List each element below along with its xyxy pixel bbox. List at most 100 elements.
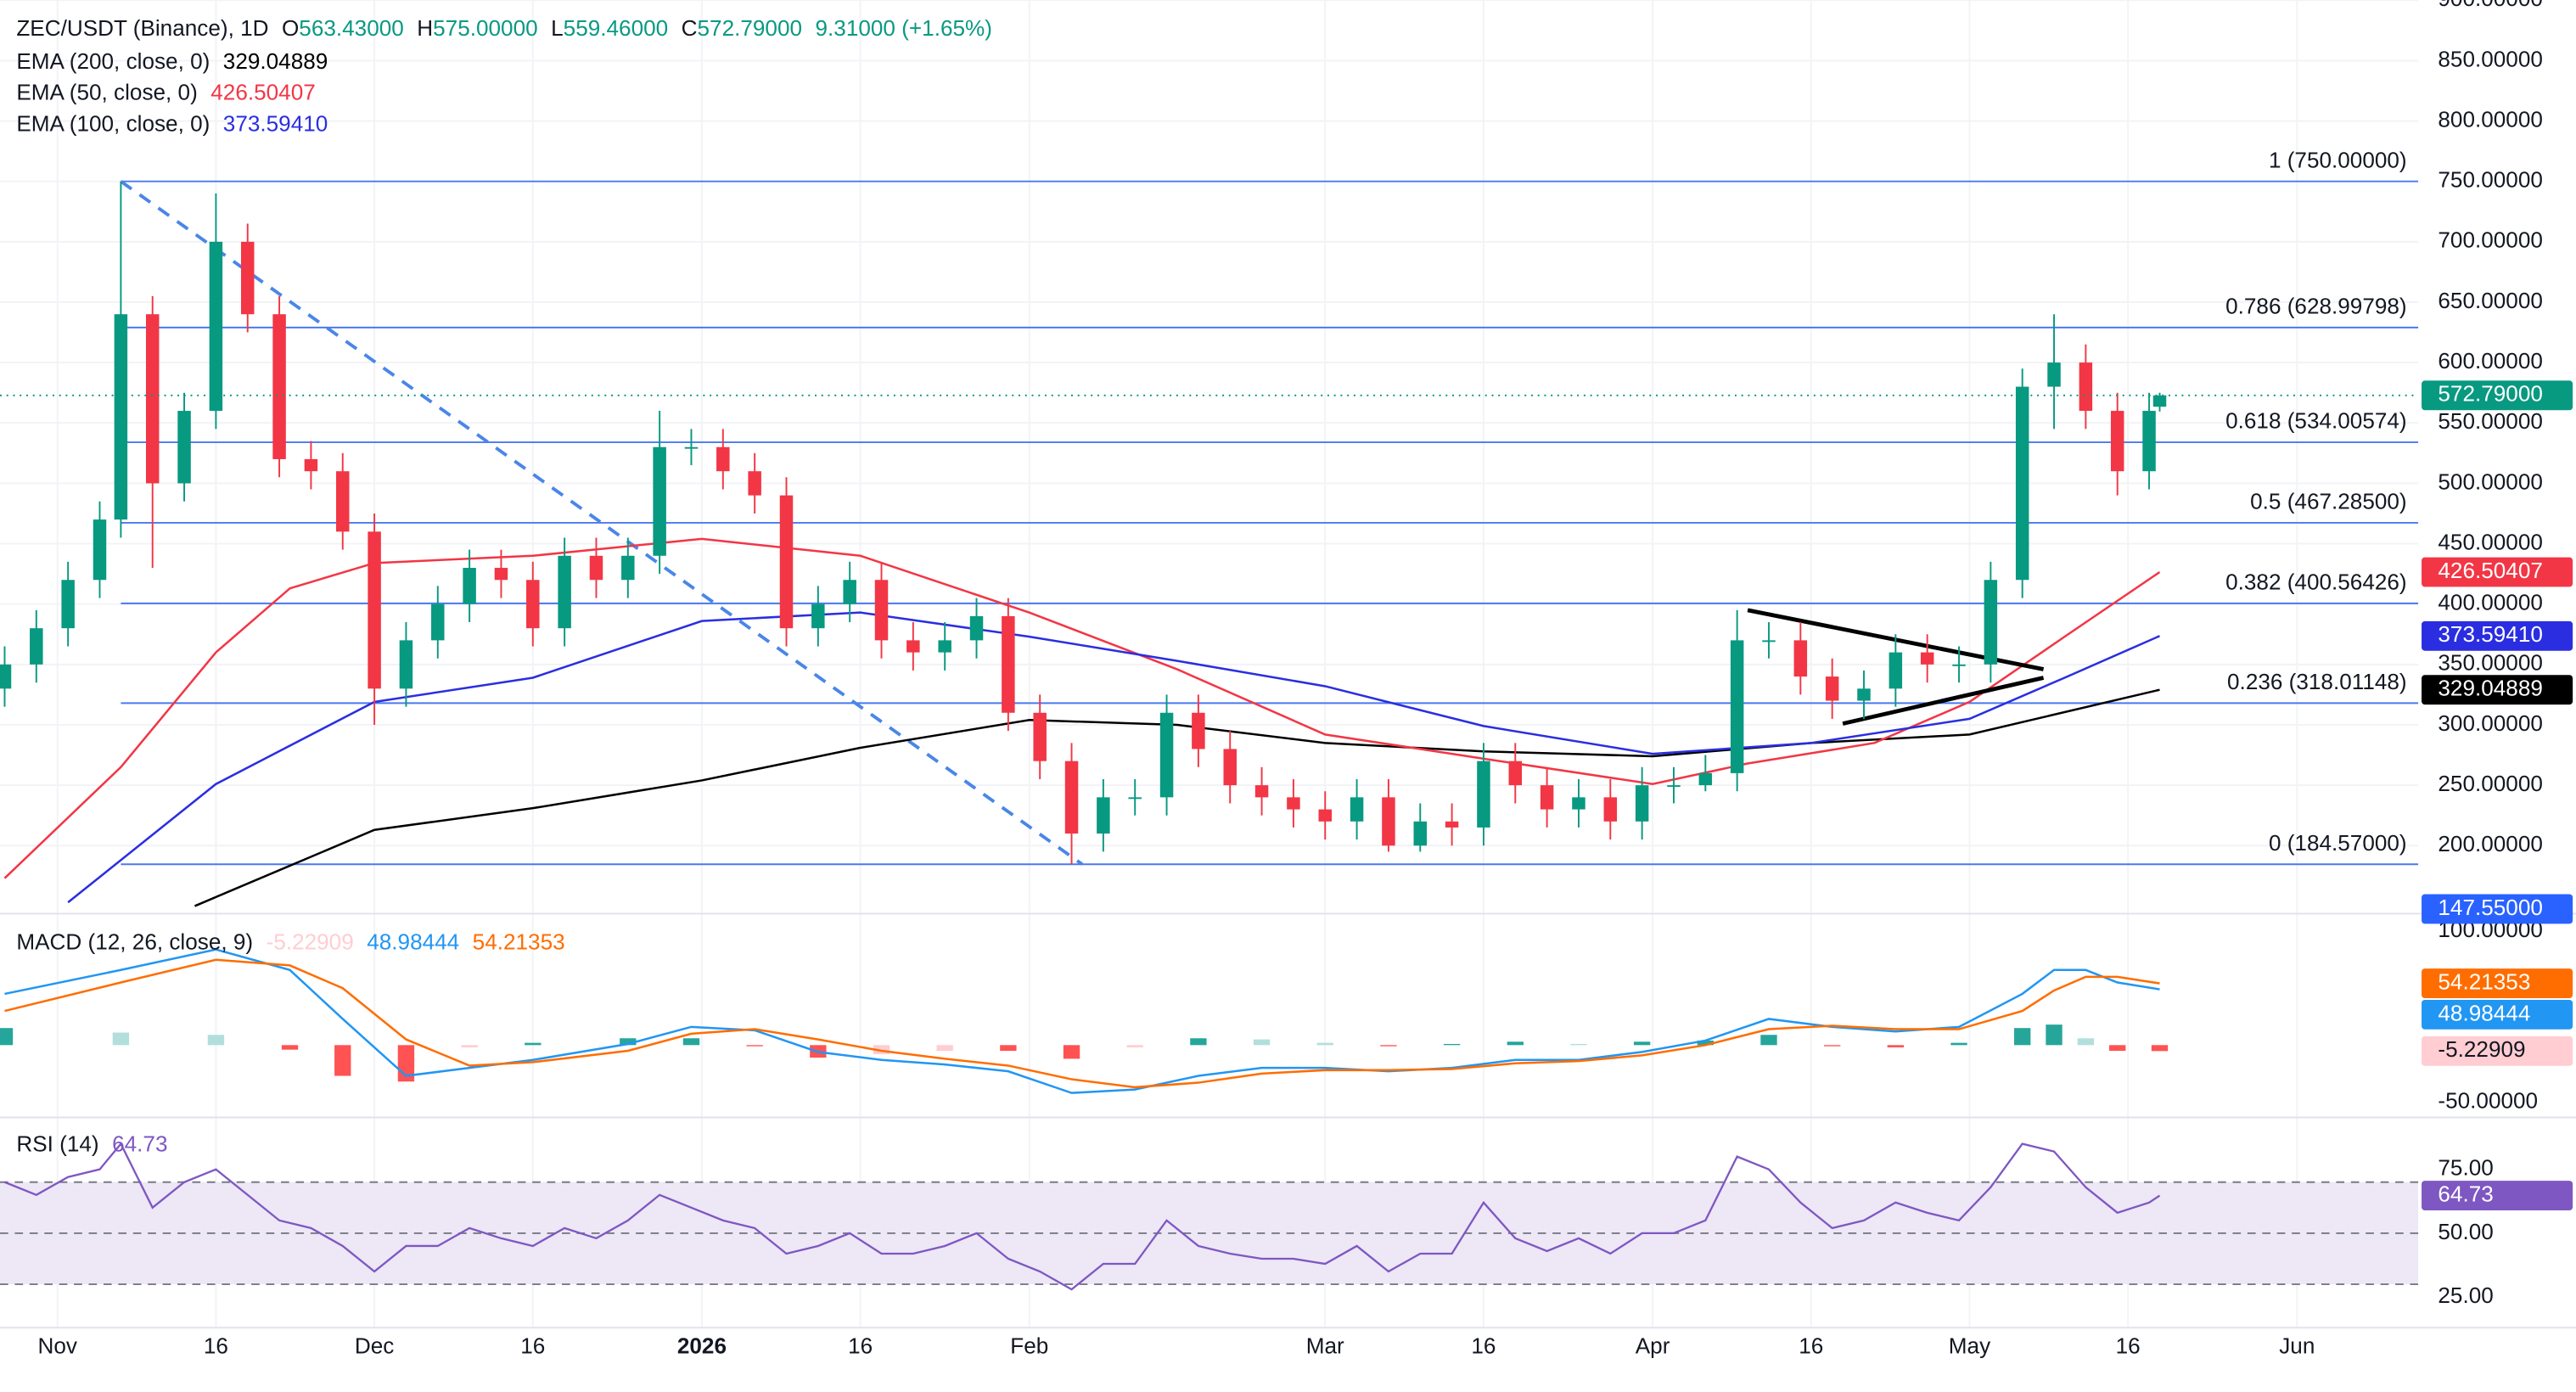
histogram-bar [525,1042,542,1046]
histogram-bar [873,1045,890,1055]
histogram-bar [1697,1040,1714,1046]
fib-label: 0.5 (467.28500) [2250,489,2406,514]
candle-body [431,603,445,641]
histogram-bar [281,1045,299,1050]
candle-body [1667,785,1681,788]
x-tick-label: Mar [1306,1333,1344,1358]
candle-body [1635,785,1649,822]
legend-text: 572.79000 [698,15,803,41]
legend-text: 54.21353 [473,929,565,954]
candle-body [779,495,794,629]
histogram-bar [1633,1041,1651,1046]
histogram-bar [1316,1042,1333,1046]
candle-body [463,568,476,604]
candle-body [1952,664,1966,666]
y-tick-label: 550.00000 [2438,408,2543,434]
candle-body [336,471,350,532]
candle-body [1413,821,1428,846]
candle-body [1064,761,1079,834]
legend-text: MACD (12, 26, close, 9) [16,929,253,954]
candle-body [368,531,381,689]
histogram-bar [461,1045,478,1047]
candle-body [177,411,191,484]
y-tick-label: 450.00000 [2438,529,2543,554]
candle-body [2142,411,2156,472]
legend-text: EMA (50, close, 0) [16,80,197,105]
y-tick-label: 650.00000 [2438,288,2543,313]
y-tick-label: 75.00 [2438,1155,2493,1181]
candle-body [1318,809,1332,822]
candle-body [653,446,666,556]
legend-text: EMA (100, close, 0) [16,110,210,136]
legend-text: RSI (14) [16,1131,98,1156]
histogram-bar [207,1035,225,1046]
price-badge-label: 64.73 [2438,1181,2493,1206]
candle-body [558,555,571,629]
histogram-bar [2151,1045,2169,1052]
legend-line: ZEC/USDT (Binance), 1D O563.43000 H575.000… [16,15,992,41]
price-badge-label: 572.79000 [2438,381,2543,407]
rsi-pane [0,1142,2419,1291]
x-tick-label: May [1949,1333,1991,1358]
y-tick-label: 50.00 [2438,1219,2493,1244]
legend-text: 9.31000 (+1.65%) [816,15,992,41]
legend-text: 575.00000 [433,15,538,41]
histogram-bar [1000,1045,1017,1052]
candle-body [1445,821,1459,828]
price-badge-label: 373.59410 [2438,621,2543,647]
candle-body [1825,676,1839,701]
y-tick-label: 25.00 [2438,1283,2493,1308]
x-tick-label: 16 [848,1333,873,1358]
y-tick-label: 600.00000 [2438,348,2543,373]
candle-body [399,640,413,689]
price-badge [2422,999,2573,1030]
candle-body [938,640,951,653]
price-badge [2422,380,2573,411]
histogram-bar [1950,1042,1967,1046]
y-tick-label: 900.00000 [2438,0,2543,11]
y-tick-label: 700.00000 [2438,227,2543,253]
candle-body [684,446,699,449]
candle-body [1730,640,1744,773]
candle-body [1477,761,1490,828]
histogram-bar [1570,1043,1587,1046]
price-badge [2422,1036,2573,1066]
legend-text: 48.98444 [367,929,459,954]
histogram-bar [1443,1043,1461,1046]
fib-label: 0.618 (534.00574) [2225,408,2407,434]
fib-label: 1 (750.00000) [2269,147,2407,172]
candle-body [272,314,286,459]
histogram-bar [1190,1038,1207,1046]
candle-body [494,568,508,581]
candle-body [1698,772,1713,786]
histogram-bar [682,1038,700,1046]
fib-label: 0.786 (628.99798) [2225,294,2407,319]
legend-text: 373.59410 [223,110,328,136]
candle-body [1287,797,1300,810]
y-tick-label: 800.00000 [2438,106,2543,132]
y-tick-label: -50.00000 [2438,1087,2538,1113]
y-tick-label: 750.00000 [2438,167,2543,193]
candle-body [1382,797,1395,846]
candle-body [906,640,920,653]
candle-body [209,241,223,412]
price-badge-label: 426.50407 [2438,558,2543,583]
candle-body [114,314,128,520]
candle-body [526,580,540,629]
y-tick-label: 850.00000 [2438,46,2543,71]
candle-body [1128,797,1142,800]
candle-body [1350,797,1364,822]
histogram-bar [1253,1039,1271,1046]
candle-body [1603,797,1618,822]
histogram-bar [1126,1045,1143,1047]
fib-label: 0.382 (400.56426) [2225,570,2407,595]
histogram-bar [0,1028,14,1046]
legend-text: O [282,15,299,41]
legend-text: 329.04889 [223,48,328,74]
candle-body [1984,580,1998,665]
legend-text: EMA (200, close, 0) [16,48,210,74]
x-tick-label: 16 [2116,1333,2141,1358]
fib-label: 0.236 (318.01148) [2227,669,2407,694]
legend-text: 64.73 [112,1131,167,1156]
histogram-bar [334,1045,351,1076]
